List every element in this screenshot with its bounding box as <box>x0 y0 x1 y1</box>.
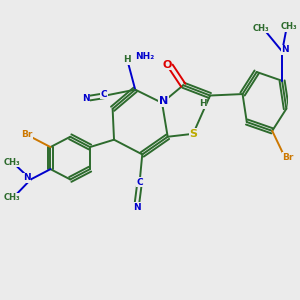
Text: H: H <box>123 55 130 64</box>
Text: CH₃: CH₃ <box>4 158 21 167</box>
Text: N: N <box>159 96 168 106</box>
Text: Br: Br <box>21 130 32 139</box>
Text: CH₃: CH₃ <box>253 24 269 33</box>
Text: N: N <box>133 203 140 212</box>
Text: Br: Br <box>282 153 293 162</box>
Text: C: C <box>136 178 143 187</box>
Text: S: S <box>189 129 197 139</box>
Text: H: H <box>199 99 207 108</box>
Text: NH₂: NH₂ <box>135 52 154 61</box>
Text: N: N <box>281 45 289 54</box>
Text: CH₃: CH₃ <box>281 22 298 32</box>
Text: O: O <box>162 60 172 70</box>
Text: N: N <box>23 173 30 182</box>
Text: N: N <box>82 94 90 103</box>
Text: C: C <box>101 90 107 99</box>
Text: CH₃: CH₃ <box>4 194 21 202</box>
